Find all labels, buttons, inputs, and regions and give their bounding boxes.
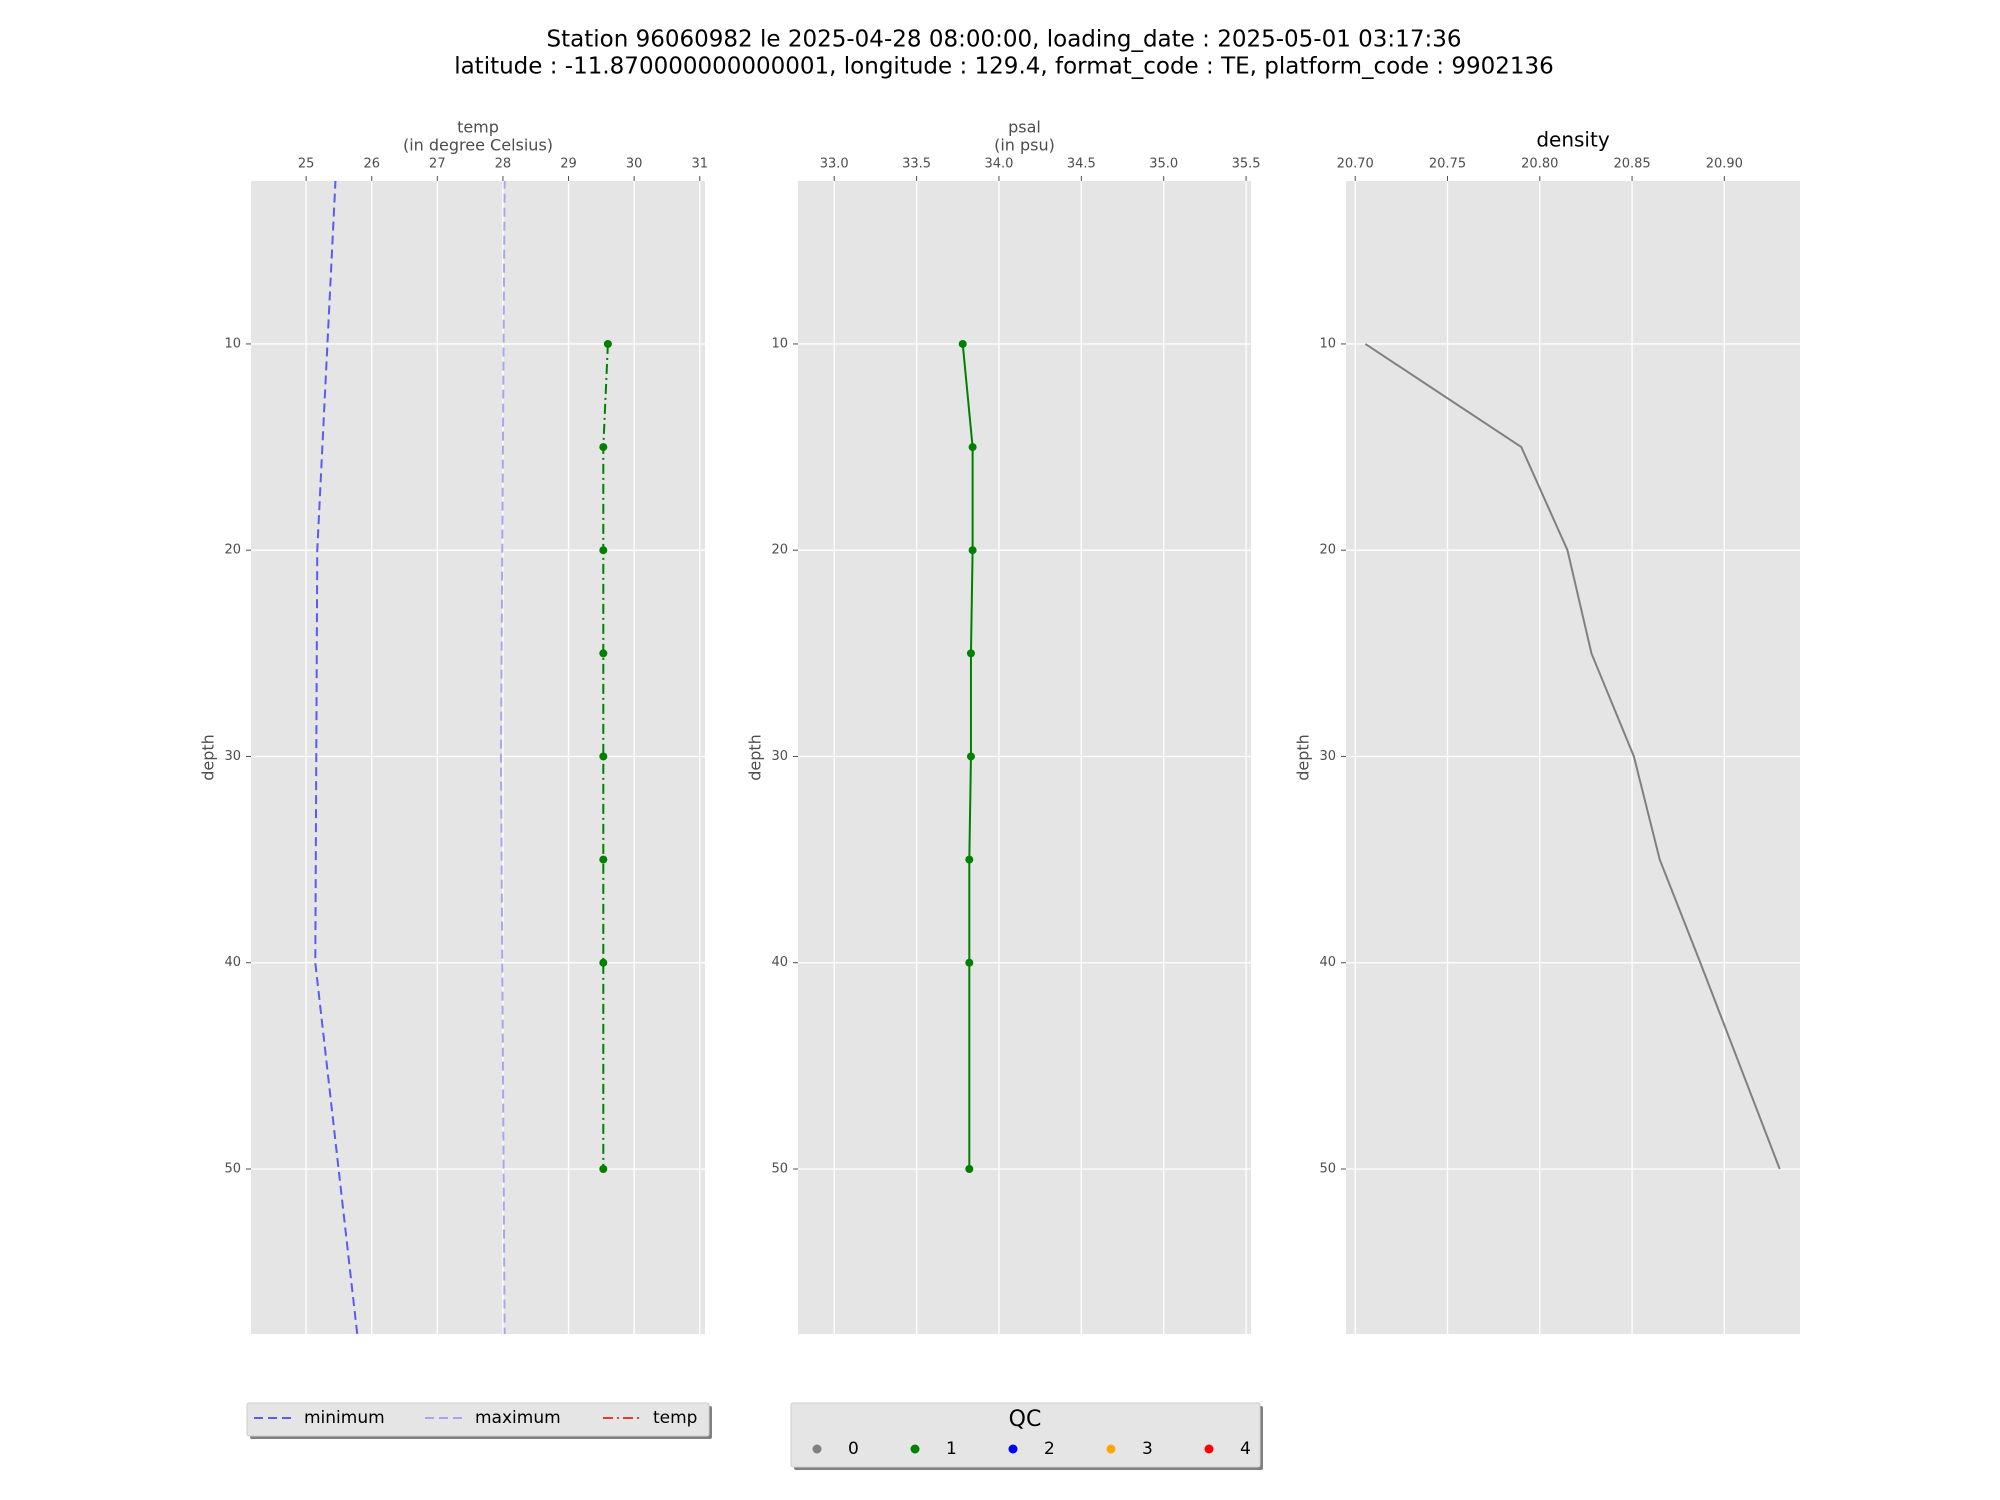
series-line bbox=[314, 181, 359, 1334]
y-tick-label: 10 bbox=[1319, 336, 1336, 351]
x-tick-label: 20.90 bbox=[1706, 157, 1743, 172]
data-point bbox=[966, 649, 975, 658]
x-tick-label: 30 bbox=[626, 157, 643, 172]
x-tick-label: 35.0 bbox=[1149, 157, 1178, 172]
data-point bbox=[599, 649, 608, 658]
data-point bbox=[599, 443, 608, 452]
x-tick-label: 20.85 bbox=[1613, 157, 1650, 172]
x-tick-label: 33.0 bbox=[820, 157, 849, 172]
data-point bbox=[599, 546, 608, 555]
legend-title: QC bbox=[1009, 1407, 1042, 1432]
y-tick-label: 40 bbox=[771, 955, 788, 970]
legend-swatch bbox=[812, 1444, 822, 1454]
x-tick-label: 20.70 bbox=[1337, 157, 1374, 172]
data-point bbox=[599, 1164, 608, 1173]
x-axis-label: psal bbox=[1008, 118, 1041, 137]
plot-background bbox=[1346, 181, 1800, 1334]
x-tick-label: 33.5 bbox=[902, 157, 931, 172]
x-tick-label: 20.80 bbox=[1521, 157, 1558, 172]
legend-label: maximum bbox=[475, 1408, 561, 1428]
x-tick-label: 26 bbox=[363, 157, 380, 172]
y-tick-label: 20 bbox=[1319, 543, 1336, 558]
x-tick-label: 31 bbox=[691, 157, 708, 172]
data-point bbox=[968, 546, 977, 555]
x-axis-label: temp bbox=[457, 118, 499, 137]
plot-area bbox=[1364, 343, 1781, 1170]
legend-swatch bbox=[1204, 1444, 1214, 1454]
series-line bbox=[499, 181, 506, 1334]
legend-swatch bbox=[1008, 1444, 1018, 1454]
series-line bbox=[1364, 343, 1781, 1170]
x-tick-label: 20.75 bbox=[1429, 157, 1466, 172]
y-tick-label: 10 bbox=[771, 336, 788, 351]
plot-area bbox=[314, 181, 612, 1334]
x-tick-label: 28 bbox=[495, 157, 512, 172]
y-axis-label: depth bbox=[1294, 734, 1313, 781]
legend-label: 1 bbox=[946, 1439, 957, 1459]
legend-label: minimum bbox=[304, 1408, 385, 1428]
x-tick-label: 34.0 bbox=[984, 157, 1013, 172]
legend-label: 3 bbox=[1142, 1439, 1153, 1459]
figure-title: Station 96060982 le 2025-04-28 08:00:00,… bbox=[547, 27, 1462, 53]
data-point bbox=[965, 1164, 974, 1173]
data-point bbox=[603, 339, 612, 348]
x-tick-label: 29 bbox=[560, 157, 577, 172]
y-tick-label: 40 bbox=[1319, 955, 1336, 970]
y-tick-label: 50 bbox=[224, 1161, 241, 1176]
y-tick-label: 30 bbox=[1319, 749, 1336, 764]
x-axis-units: (in degree Celsius) bbox=[403, 136, 553, 155]
legend-box bbox=[790, 1402, 1261, 1468]
x-tick-label: 35.5 bbox=[1232, 157, 1261, 172]
y-tick-label: 30 bbox=[224, 749, 241, 764]
y-tick-label: 50 bbox=[771, 1161, 788, 1176]
legend-label: temp bbox=[653, 1408, 697, 1428]
y-tick-label: 30 bbox=[771, 749, 788, 764]
data-point bbox=[966, 752, 975, 761]
y-axis-label: depth bbox=[746, 734, 765, 781]
y-axis-label: depth bbox=[199, 734, 218, 781]
legend-label: 4 bbox=[1240, 1439, 1251, 1459]
y-tick-label: 40 bbox=[224, 955, 241, 970]
series-line bbox=[602, 343, 609, 1169]
x-tick-label: 25 bbox=[298, 157, 315, 172]
data-point bbox=[599, 958, 608, 967]
y-tick-label: 50 bbox=[1319, 1161, 1336, 1176]
panel-title: density bbox=[1536, 128, 1609, 152]
legend-label: 0 bbox=[848, 1439, 859, 1459]
data-point bbox=[965, 855, 974, 864]
data-point bbox=[965, 958, 974, 967]
series-line bbox=[961, 343, 974, 1169]
x-tick-label: 34.5 bbox=[1067, 157, 1096, 172]
legend-label: 2 bbox=[1044, 1439, 1055, 1459]
y-tick-label: 20 bbox=[771, 543, 788, 558]
plot-background bbox=[251, 181, 705, 1334]
figure-subtitle: latitude : -11.870000000000001, longitud… bbox=[454, 54, 1554, 80]
data-point bbox=[599, 855, 608, 864]
data-point bbox=[599, 752, 608, 761]
data-point bbox=[968, 443, 977, 452]
y-tick-label: 10 bbox=[224, 336, 241, 351]
x-tick-label: 27 bbox=[429, 157, 446, 172]
y-tick-label: 20 bbox=[224, 543, 241, 558]
x-axis-units: (in psu) bbox=[994, 136, 1055, 155]
plot-area bbox=[958, 339, 977, 1173]
legend-box bbox=[246, 1402, 710, 1437]
legend-swatch bbox=[1106, 1444, 1116, 1454]
data-point bbox=[958, 339, 967, 348]
legend-swatch bbox=[910, 1444, 920, 1454]
plot-background bbox=[798, 181, 1251, 1334]
